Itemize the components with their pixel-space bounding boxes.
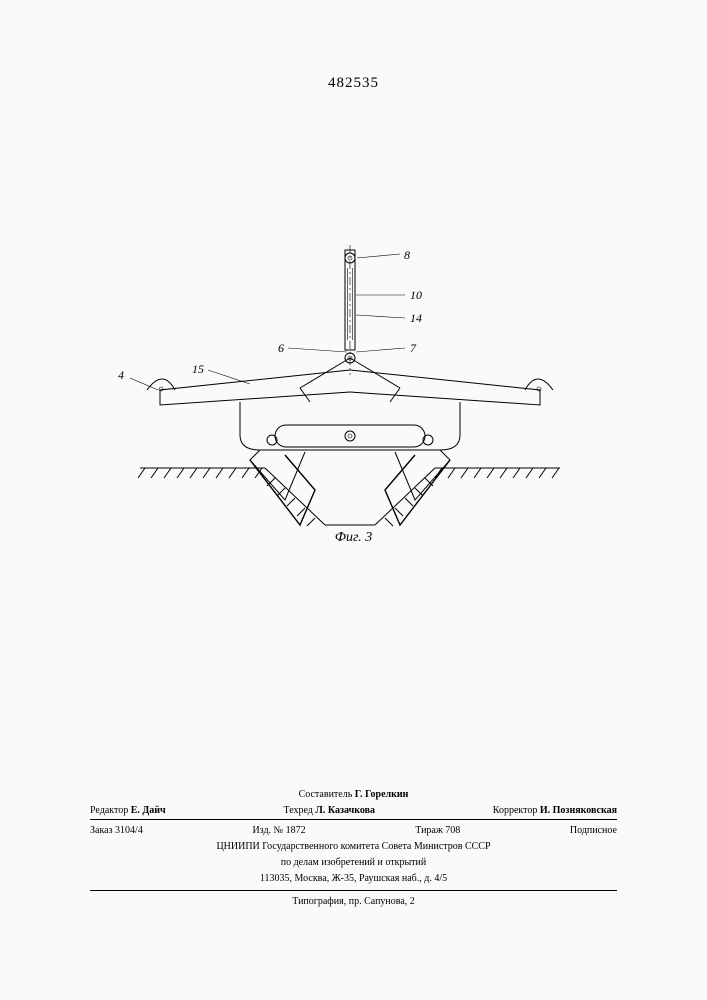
compiler-name: Г. Горелкин (355, 789, 409, 800)
editor-name: Е. Дайч (131, 805, 166, 816)
callout-4: 4 (118, 368, 124, 383)
order-no: Заказ 3104/4 (90, 824, 143, 838)
editor-label: Редактор (90, 805, 128, 816)
figure-diagram: 8 10 14 7 6 15 4 (100, 240, 600, 540)
podpis: Подписное (570, 824, 617, 838)
footer-block: Составитель Г. Горелкин Редактор Е. Дайч… (90, 787, 617, 910)
patent-page: 482535 (0, 0, 707, 1000)
corrector-name: И. Позняковская (540, 805, 617, 816)
mechanical-drawing (100, 240, 600, 540)
callout-15: 15 (192, 362, 204, 377)
figure-label: Фиг. 3 (0, 530, 707, 546)
org-line-1: ЦНИИПИ Государственного комитета Совета … (90, 839, 617, 855)
tech-label: Техред (283, 805, 312, 816)
printer: Типография, пр. Сапунова, 2 (90, 894, 617, 910)
tirazh: Тираж 708 (415, 824, 460, 838)
patent-number: 482535 (0, 75, 707, 92)
callout-7: 7 (410, 341, 416, 356)
callout-6: 6 (278, 341, 284, 356)
callout-8: 8 (404, 248, 410, 263)
org-address: 113035, Москва, Ж-35, Раушская наб., д. … (90, 871, 617, 887)
callout-14: 14 (410, 311, 422, 326)
compiler-label: Составитель (299, 789, 353, 800)
tech-name: Л. Казачкова (315, 805, 375, 816)
corrector-label: Корректор (493, 805, 538, 816)
org-line-2: по делам изобретений и открытий (90, 855, 617, 871)
callout-10: 10 (410, 288, 422, 303)
izd-no: Изд. № 1872 (252, 824, 305, 838)
